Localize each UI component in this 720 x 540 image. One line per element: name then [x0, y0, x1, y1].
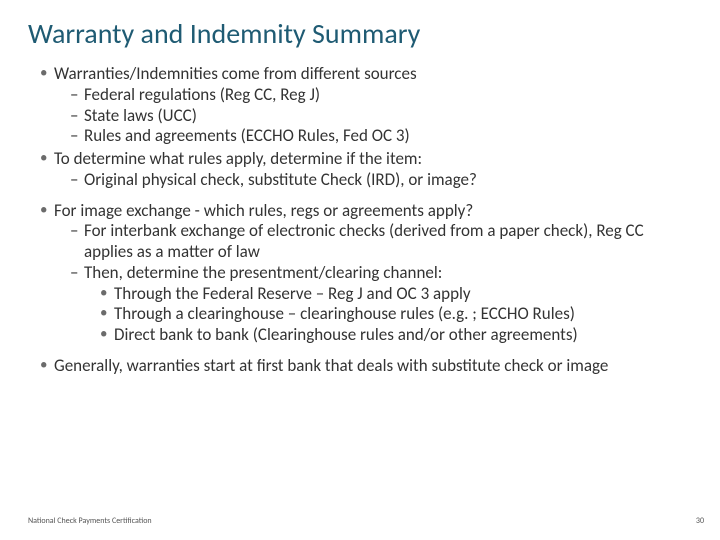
bullet-l2: Original physical check, substitute Chec…	[70, 170, 692, 191]
bullet-text: Through a clearinghouse – clearinghouse …	[114, 303, 575, 324]
bullet-l1: Warranties/Indemnities come from differe…	[40, 64, 692, 147]
bullet-l2: State laws (UCC)	[70, 106, 692, 127]
bullet-text: Original physical check, substitute Chec…	[84, 169, 477, 190]
bullet-l1: Generally, warranties start at first ban…	[40, 356, 692, 377]
bullet-text: Through the Federal Reserve – Reg J and …	[114, 283, 471, 304]
bullet-l3: Through a clearinghouse – clearinghouse …	[100, 304, 692, 325]
bullet-l1: To determine what rules apply, determine…	[40, 149, 692, 190]
bullet-text: For image exchange - which rules, regs o…	[54, 200, 473, 221]
bullet-text: For interbank exchange of electronic che…	[84, 220, 644, 262]
bullet-text: Rules and agreements (ECCHO Rules, Fed O…	[84, 125, 410, 146]
page-number: 30	[696, 516, 704, 526]
bullet-l2: For interbank exchange of electronic che…	[70, 221, 692, 262]
bullet-text: Then, determine the presentment/clearing…	[84, 262, 442, 283]
bullet-text: Federal regulations (Reg CC, Reg J)	[84, 84, 320, 105]
footer-text: National Check Payments Certification	[28, 516, 152, 526]
slide-body: Warranties/Indemnities come from differe…	[28, 64, 692, 376]
bullet-l3: Through the Federal Reserve – Reg J and …	[100, 284, 692, 305]
bullet-l2: Federal regulations (Reg CC, Reg J)	[70, 85, 692, 106]
bullet-l3: Direct bank to bank (Clearinghouse rules…	[100, 325, 692, 346]
bullet-text: Warranties/Indemnities come from differe…	[54, 63, 417, 84]
slide-title: Warranty and Indemnity Summary	[28, 18, 692, 50]
bullet-text: To determine what rules apply, determine…	[54, 148, 422, 169]
bullet-l2: Rules and agreements (ECCHO Rules, Fed O…	[70, 126, 692, 147]
bullet-text: State laws (UCC)	[84, 105, 197, 126]
slide: Warranty and Indemnity Summary Warrantie…	[0, 0, 720, 540]
bullet-text: Direct bank to bank (Clearinghouse rules…	[114, 324, 578, 345]
bullet-text: Generally, warranties start at first ban…	[54, 355, 608, 376]
bullet-l1: For image exchange - which rules, regs o…	[40, 201, 692, 346]
bullet-l2: Then, determine the presentment/clearing…	[70, 263, 692, 346]
